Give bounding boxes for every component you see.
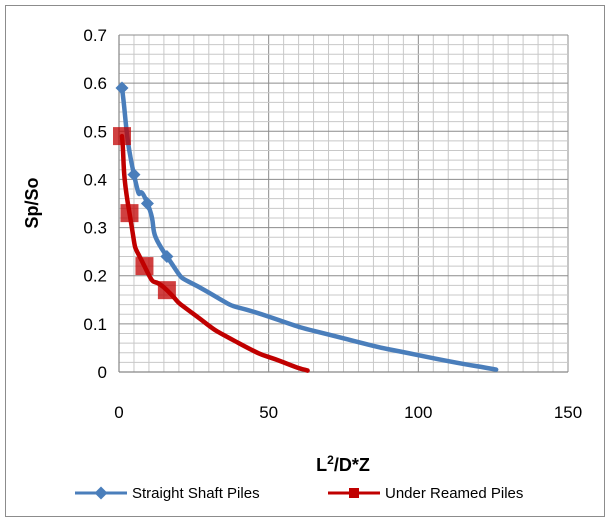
y-tick-label: 0.4 bbox=[83, 170, 107, 189]
x-tick-label: 50 bbox=[259, 403, 278, 422]
legend-label: Straight Shaft Piles bbox=[132, 485, 260, 502]
x-axis-title-base: L bbox=[316, 455, 327, 475]
legend-item-1: Straight Shaft Piles bbox=[75, 485, 260, 502]
y-tick-label: 0.6 bbox=[83, 74, 107, 93]
y-axis-title: Sp/So bbox=[22, 177, 42, 228]
legend-marker bbox=[349, 488, 359, 498]
data-point bbox=[135, 257, 154, 276]
series-group bbox=[112, 81, 499, 373]
data-point bbox=[157, 281, 176, 300]
legend-marker bbox=[94, 486, 108, 500]
y-tick-label: 0.1 bbox=[83, 315, 107, 334]
y-tick-labels: 0 0.1 0.2 0.3 0.4 0.5 0.6 0.7 bbox=[83, 26, 107, 382]
series-line bbox=[119, 85, 499, 372]
legend-item-2: Under Reamed Piles bbox=[328, 485, 523, 502]
chart-frame bbox=[5, 5, 605, 517]
data-point bbox=[127, 168, 141, 182]
y-tick-label: 0.2 bbox=[83, 267, 107, 286]
series-2 bbox=[112, 127, 310, 373]
x-tick-label: 0 bbox=[114, 403, 123, 422]
x-tick-labels: 0 50 100 150 bbox=[114, 403, 582, 422]
x-tick-label: 100 bbox=[404, 403, 432, 422]
data-point bbox=[112, 127, 131, 146]
data-point bbox=[120, 204, 139, 223]
x-axis-title: L2/D*Z bbox=[316, 453, 370, 475]
legend: Straight Shaft Piles Under Reamed Piles bbox=[75, 485, 523, 502]
x-axis-title-sup: 2 bbox=[327, 453, 334, 467]
y-tick-label: 0.5 bbox=[83, 122, 107, 141]
y-tick-label: 0 bbox=[98, 363, 107, 382]
x-axis-title-rest: /D*Z bbox=[334, 455, 370, 475]
x-tick-label: 150 bbox=[554, 403, 582, 422]
legend-label: Under Reamed Piles bbox=[385, 485, 523, 502]
grid-lines bbox=[118, 34, 569, 373]
y-tick-label: 0.3 bbox=[83, 219, 107, 238]
series-line bbox=[119, 133, 310, 373]
data-point bbox=[140, 197, 154, 210]
y-tick-label: 0.7 bbox=[83, 26, 107, 45]
series-1 bbox=[115, 81, 499, 372]
data-point bbox=[115, 81, 129, 95]
data-point bbox=[160, 249, 174, 263]
